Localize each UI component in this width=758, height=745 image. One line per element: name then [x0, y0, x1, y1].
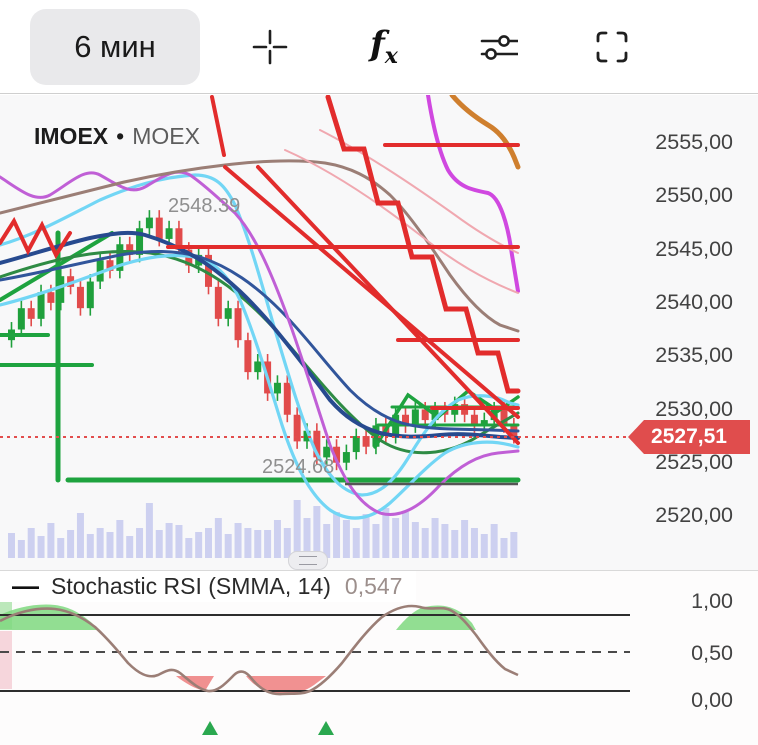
settings-button[interactable] — [454, 7, 542, 87]
buy-signal-triangles — [202, 721, 334, 735]
collapse-indicator-button[interactable]: — — [12, 573, 51, 600]
crosshair-tool-button[interactable] — [226, 7, 314, 87]
sliders-icon — [478, 29, 518, 65]
top-toolbar: 6 мин fx — [0, 0, 758, 94]
grip-lines-icon — [299, 556, 317, 565]
orange-indicator-line — [449, 95, 521, 170]
price-tick: 2520,00 — [655, 503, 733, 527]
edge-shading — [0, 597, 12, 689]
volume-bars — [8, 500, 518, 558]
indicator-tick: 0,00 — [691, 688, 733, 712]
price-tick: 2555,00 — [655, 130, 733, 154]
price-tick: 2550,00 — [655, 183, 733, 207]
crosshair-icon — [251, 28, 289, 66]
price-tick: 2535,00 — [655, 343, 733, 367]
price-chart-canvas[interactable]: 2548.39 2524.68 — [0, 95, 758, 570]
indicator-legend[interactable]: — Stochastic RSI (SMMA, 14) 0,547 — [0, 571, 417, 602]
level-lines — [0, 614, 630, 692]
exchange-name: MOEX — [132, 123, 200, 149]
indicator-tick: 0,50 — [691, 641, 733, 665]
fullscreen-button[interactable] — [568, 7, 656, 87]
indicator-value: 0,547 — [344, 573, 403, 599]
indicator-tick: 1,00 — [691, 589, 733, 613]
price-tick: 2545,00 — [655, 237, 733, 261]
timeframe-button[interactable]: 6 мин — [30, 8, 200, 85]
red-indicator-lines — [0, 95, 521, 445]
fullscreen-icon — [593, 28, 631, 66]
price-chart-pane: 2548.39 2524.68 IMOEX • MOEX 2555,00 2550,… — [0, 95, 758, 570]
swing-high-label: 2548.39 — [168, 195, 240, 217]
cyan-band-lines — [0, 173, 520, 520]
indicator-title[interactable]: Stochastic RSI (SMMA, 14) — [51, 573, 331, 599]
stochastic-k-line — [0, 604, 519, 696]
price-tick: 2525,00 — [655, 450, 733, 474]
overbought-fills — [0, 604, 476, 630]
last-price-badge: 2527,51 — [628, 420, 750, 454]
price-tick: 2530,00 — [655, 397, 733, 421]
stochastic-rsi-canvas[interactable] — [0, 571, 758, 745]
price-tick: 2540,00 — [655, 290, 733, 314]
symbol-separator-dot: • — [116, 123, 125, 149]
swing-low-label: 2524.68 — [262, 456, 334, 478]
symbol-bar[interactable]: IMOEX • MOEX — [34, 123, 200, 150]
symbol-name: IMOEX — [34, 123, 109, 149]
purple-indicator-lines — [0, 95, 520, 516]
brown-ma-line — [0, 159, 520, 333]
indicators-button[interactable]: fx — [340, 7, 428, 87]
stochastic-rsi-pane: — Stochastic RSI (SMMA, 14) 0,547 1,00 0… — [0, 570, 758, 745]
pane-resize-handle[interactable] — [288, 551, 328, 570]
fx-icon: fx — [370, 24, 398, 69]
